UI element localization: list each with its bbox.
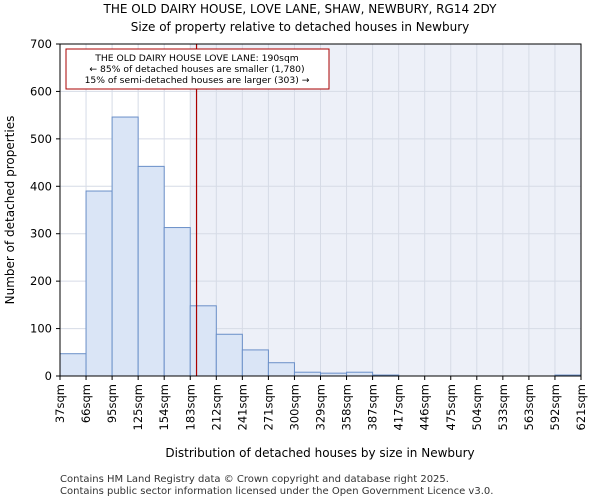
y-tick-label: 100 [30, 322, 52, 336]
footer-line1: Contains HM Land Registry data © Crown c… [60, 474, 449, 485]
x-tick-label: 621sqm [574, 384, 588, 430]
x-tick-label: 387sqm [366, 384, 380, 430]
bar-66sqm [85, 190, 113, 377]
y-tick-label: 400 [30, 179, 52, 193]
x-tick-label: 125sqm [131, 384, 145, 430]
y-tick-label: 600 [30, 84, 52, 98]
x-tick-label: 504sqm [470, 384, 484, 430]
y-axis-ticks: 0 100 200 300 400 500 600 700 [30, 37, 60, 383]
gridlines [60, 44, 581, 376]
bar-212sqm [215, 333, 243, 377]
bar-95sqm [111, 116, 139, 377]
x-tick-label: 475sqm [444, 384, 458, 430]
x-tick-label: 592sqm [548, 384, 562, 430]
y-tick-label: 0 [45, 369, 52, 383]
highlight-region-layer [190, 44, 581, 376]
bar-125sqm [137, 165, 165, 377]
x-tick-label: 446sqm [418, 384, 432, 430]
histogram-bars [59, 116, 582, 377]
bar-271sqm [267, 362, 295, 377]
bar-358sqm [346, 371, 374, 377]
bar-154sqm [163, 227, 191, 377]
annotation-frame [65, 48, 330, 90]
bar-37sqm [59, 353, 87, 377]
x-axis-ticks: 37sqm 66sqm 95sqm 125sqm 154sqm 183sqm 212sqm 2… [53, 376, 588, 430]
annotation-line1: THE OLD DAIRY HOUSE LOVE LANE: 190sqm [94, 53, 299, 64]
footer-line2: Contains public sector information licen… [60, 486, 493, 497]
bar-183sqm [189, 305, 217, 377]
annotation-box: THE OLD DAIRY HOUSE LOVE LANE: 190sqm ← … [65, 48, 330, 90]
chart-title-line1: THE OLD DAIRY HOUSE, LOVE LANE, SHAW, NE… [103, 2, 498, 16]
y-tick-label: 300 [30, 227, 52, 241]
y-tick-label: 200 [30, 274, 52, 288]
x-tick-label: 66sqm [79, 384, 93, 423]
x-tick-label: 183sqm [183, 384, 197, 430]
x-axis-label: Distribution of detached houses by size … [165, 446, 474, 460]
chart-title-line2: Size of property relative to detached ho… [131, 20, 469, 34]
x-tick-label: 329sqm [314, 384, 328, 430]
bar-300sqm [293, 371, 322, 377]
annotation-line2: ← 85% of detached houses are smaller (1,… [89, 64, 304, 75]
x-tick-label: 95sqm [105, 384, 119, 423]
x-tick-label: 300sqm [287, 384, 301, 430]
y-tick-label: 700 [30, 37, 52, 51]
bar-241sqm [241, 349, 269, 377]
x-tick-label: 212sqm [209, 384, 223, 430]
annotation-line3: 15% of semi-detached houses are larger (… [85, 75, 310, 86]
x-tick-label: 563sqm [522, 384, 536, 430]
y-tick-label: 500 [30, 132, 52, 146]
x-tick-label: 154sqm [157, 384, 171, 430]
y-axis-label: Number of detached properties [3, 116, 17, 305]
highlight-region [190, 44, 581, 376]
x-tick-label: 533sqm [496, 384, 510, 430]
x-tick-label: 271sqm [261, 384, 275, 430]
x-tick-label: 241sqm [235, 384, 249, 430]
x-tick-label: 358sqm [340, 384, 354, 430]
x-tick-label: 417sqm [392, 384, 406, 430]
x-tick-label: 37sqm [53, 384, 67, 423]
